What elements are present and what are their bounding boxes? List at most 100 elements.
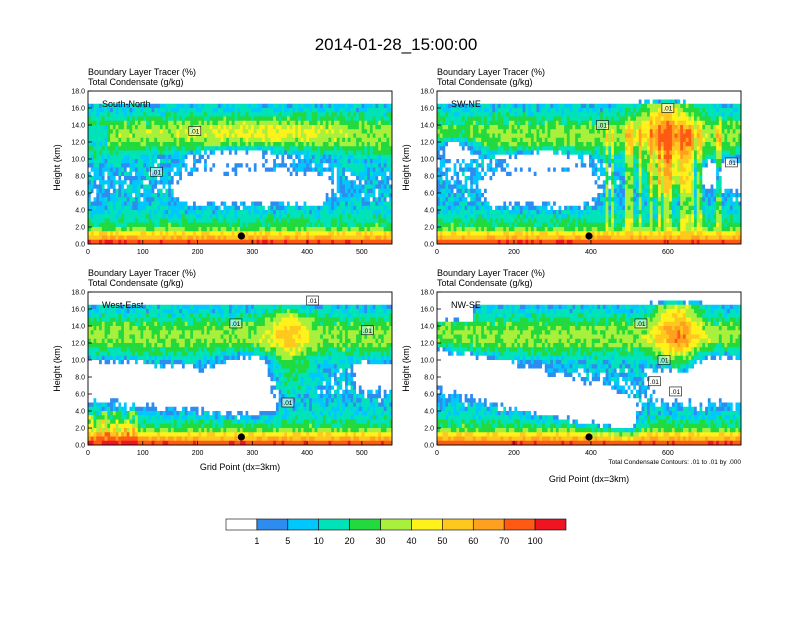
heatmap-cell [124,236,127,241]
heatmap-cell [312,151,315,156]
heatmap-cell [281,172,284,177]
heatmap-cell [304,197,307,202]
heatmap-cell [223,163,226,168]
heatmap-cell [149,197,152,202]
heatmap-cell [149,129,152,134]
heatmap-cell [165,108,168,113]
heatmap-cell [243,180,246,185]
heatmap-cell [141,146,144,151]
heatmap-cell [207,231,210,236]
heatmap-cell [107,151,110,156]
heatmap-cell [315,189,318,194]
heatmap-cell [628,112,631,117]
heatmap-cell [512,91,515,96]
heatmap-cell [287,176,290,181]
heatmap-cell [270,219,273,224]
heatmap-cell [375,146,378,151]
heatmap-cell [273,100,276,105]
heatmap-cell [315,151,318,156]
heatmap-cell [677,91,680,96]
heatmap-cell [182,108,185,113]
heatmap-cell [713,117,716,122]
heatmap-cell [317,197,320,202]
heatmap-cell [298,189,301,194]
heatmap-cell [603,100,606,105]
heatmap-cell [212,138,215,143]
heatmap-cell [603,91,606,96]
heatmap-cell [359,206,362,211]
heatmap-cell [386,108,389,113]
heatmap-cell [509,91,512,96]
heatmap-cell [127,176,130,181]
heatmap-cell [386,146,389,151]
heatmap-cell [165,138,168,143]
heatmap-cell [201,176,204,181]
heatmap-cell [221,206,224,211]
heatmap-cell [107,159,110,164]
heatmap-cell [356,206,359,211]
heatmap-cell [160,117,163,122]
heatmap-cell [210,138,213,143]
heatmap-cell [711,121,714,126]
heatmap-cell [107,185,110,190]
heatmap-cell [165,223,168,228]
heatmap-cell [212,125,215,130]
heatmap-cell [226,206,229,211]
heatmap-cell [583,91,586,96]
heatmap-cell [290,210,293,215]
heatmap-cell [273,206,276,211]
heatmap-cell [348,104,351,109]
heatmap-cell [575,108,578,113]
heatmap-cell [713,108,716,113]
heatmap-cell [248,108,251,113]
heatmap-cell [110,180,113,185]
heatmap-cell [193,121,196,126]
heatmap-cell [124,91,127,96]
heatmap-cell [359,117,362,122]
heatmap-cell [229,117,232,122]
heatmap-cell [215,176,218,181]
heatmap-cell [644,104,647,109]
heatmap-cell [105,117,108,122]
heatmap-cell [94,202,97,207]
heatmap-cell [210,142,213,147]
heatmap-cell [334,197,337,202]
heatmap-cell [141,236,144,241]
heatmap-cell [270,206,273,211]
heatmap-cell [221,104,224,109]
heatmap-cell [257,108,260,113]
heatmap-cell [215,104,218,109]
heatmap-cell [262,155,265,160]
heatmap-cell [248,206,251,211]
heatmap-cell [257,138,260,143]
heatmap-cell [473,112,476,117]
heatmap-cell [597,104,600,109]
heatmap-cell [711,112,714,117]
heatmap-cell [174,155,177,160]
heatmap-cell [293,223,296,228]
heatmap-cell [317,202,320,207]
heatmap-cell [298,185,301,190]
heatmap-cell [276,214,279,219]
heatmap-cell [331,202,334,207]
heatmap-cell [304,214,307,219]
heatmap-cell [353,202,356,207]
heatmap-cell [138,129,141,134]
heatmap-cell [306,176,309,181]
heatmap-cell [326,180,329,185]
heatmap-cell [273,180,276,185]
heatmap-cell [342,172,345,177]
heatmap-cell [204,172,207,177]
heatmap-cell [304,210,307,215]
heatmap-cell [229,189,232,194]
heatmap-cell [281,236,284,241]
heatmap-cell [476,125,479,130]
heatmap-cell [127,146,130,151]
heatmap-cell [470,112,473,117]
heatmap-cell [196,100,199,105]
heatmap-cell [597,95,600,100]
heatmap-cell [268,185,271,190]
heatmap-cell [331,176,334,181]
heatmap-cell [152,193,155,198]
heatmap-cell [293,117,296,122]
